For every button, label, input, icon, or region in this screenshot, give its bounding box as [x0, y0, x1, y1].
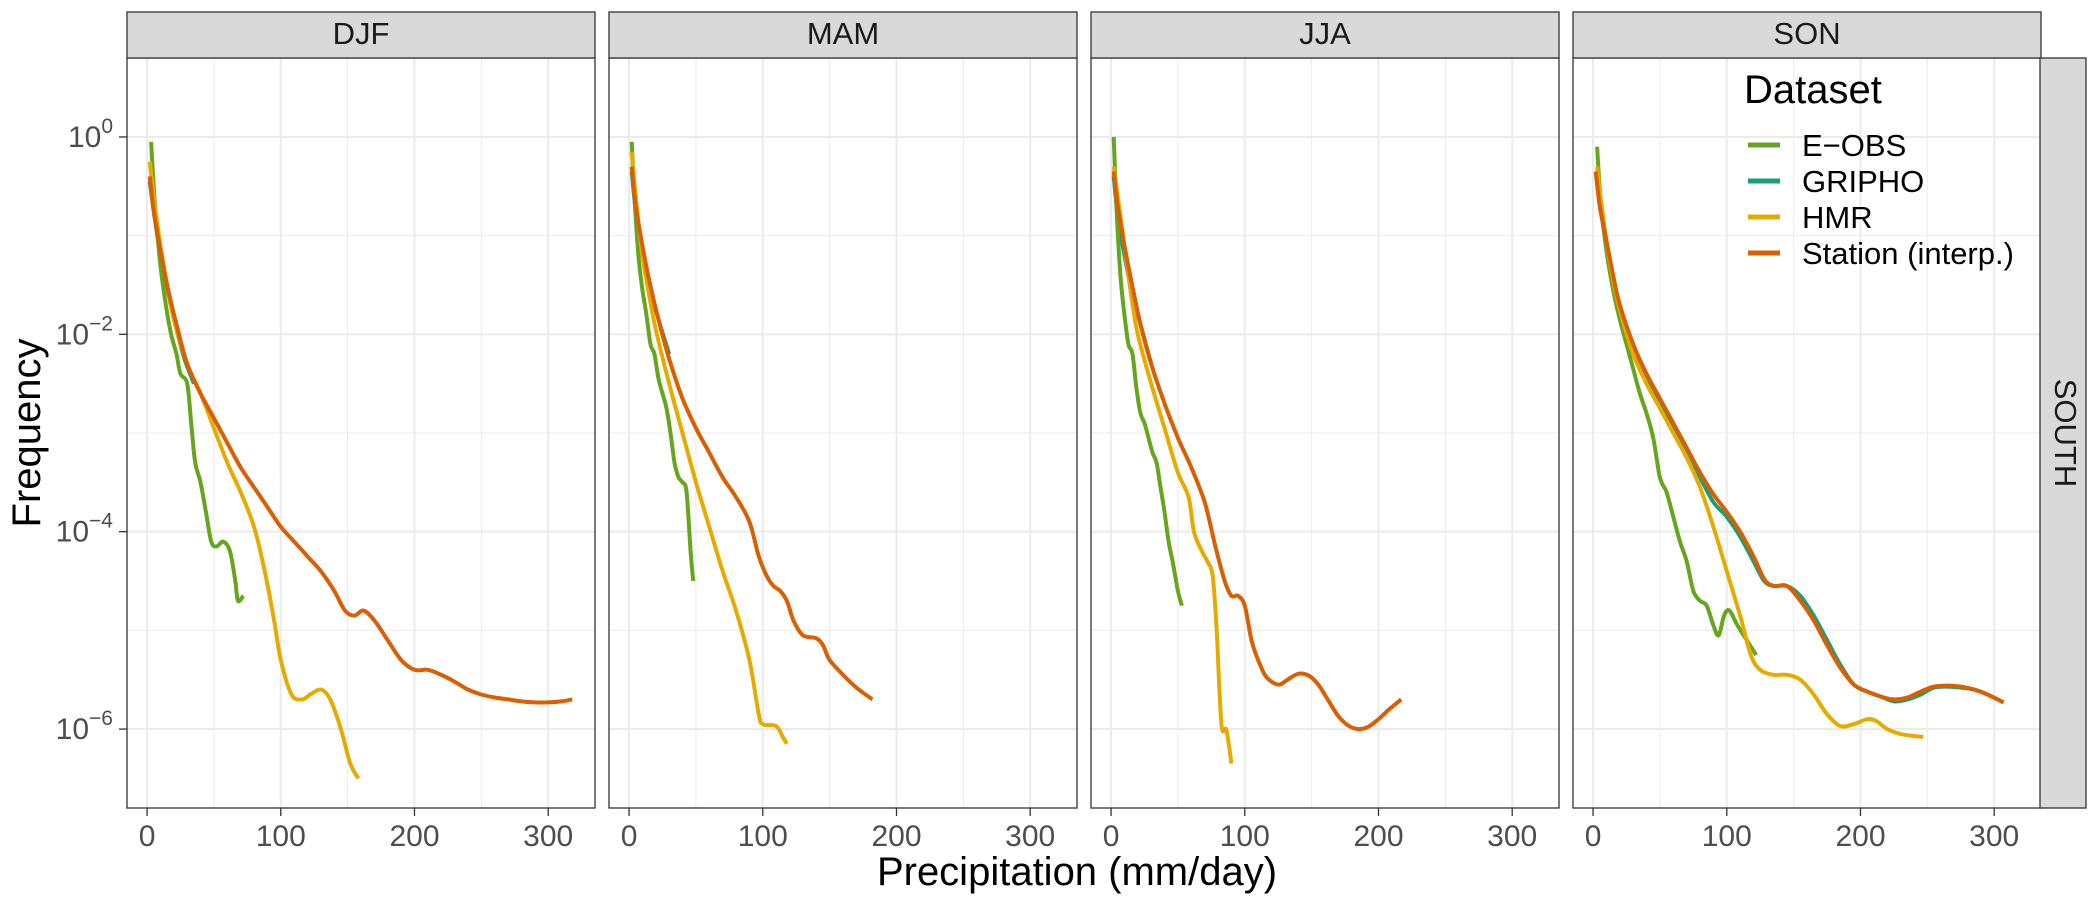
y-tick-label: 100: [68, 115, 113, 154]
series-line-hmr-djf: [147, 161, 361, 780]
legend-title: Dataset: [1744, 68, 1882, 112]
y-tick-label: 10−4: [56, 510, 114, 549]
x-tick-label: 200: [1353, 820, 1403, 853]
x-tick-label: 100: [738, 820, 788, 853]
panel-jja: JJA 0 100 200 300: [1090, 11, 1560, 853]
y-tick-label: 10−6: [56, 707, 113, 746]
panel-strip: [1090, 11, 1560, 59]
x-tick-label: 0: [139, 820, 156, 853]
x-tick-label: 100: [1220, 820, 1270, 853]
x-tick-label: 0: [621, 820, 638, 853]
legend-label-e-obs: E−OBS: [1802, 128, 1906, 163]
x-tick-label: 300: [523, 820, 573, 853]
y-tick-label: 10−2: [56, 312, 113, 351]
panel-strip-label: SON: [1773, 16, 1840, 51]
panel-strip: [1572, 11, 2042, 59]
legend-label-station: Station (interp.): [1802, 236, 2014, 271]
y-axis-title: Frequency: [5, 339, 49, 528]
series-line-station-jja: [1111, 171, 1403, 732]
row-strip-label: SOUTH: [2048, 379, 2083, 488]
x-tick-label: 0: [1585, 820, 1602, 853]
legend-label-hmr: HMR: [1802, 200, 1873, 235]
x-tick-label: 0: [1103, 820, 1120, 853]
x-tick-label: 100: [256, 820, 306, 853]
panels-layer: DJF 0 100 200 300 100 10−2 10−4 10−6 MAM 0 100 200 30…: [56, 11, 2042, 853]
panel-strip-label: DJF: [333, 16, 390, 51]
row-strip: SOUTH: [2039, 57, 2087, 809]
series-line-hmr-mam: [629, 151, 789, 745]
row-strip-background: [2039, 57, 2087, 809]
x-tick-label: 300: [1487, 820, 1537, 853]
series-line-hmr-son: [1595, 166, 1924, 739]
series-line-station-son: [1593, 171, 2005, 705]
series-line-e-obs-son: [1595, 146, 1758, 657]
series-line-hmr-jja: [1111, 166, 1234, 764]
series-line-station-mam: [629, 166, 874, 702]
x-axis-title: Precipitation (mm/day): [877, 850, 1277, 894]
series-line-e-obs-mam: [629, 141, 696, 582]
series-line-e-obs-jja: [1111, 136, 1184, 607]
panel-son: SON 0 100 200 300: [1572, 11, 2042, 853]
x-tick-label: 300: [1969, 820, 2019, 853]
x-tick-label: 100: [1702, 820, 1752, 853]
x-tick-label: 200: [871, 820, 921, 853]
series-line-station-djf: [147, 176, 573, 705]
series-line-e-obs-djf: [149, 141, 245, 604]
x-tick-label: 200: [389, 820, 439, 853]
panel-strip: [608, 11, 1078, 59]
panel-strip-label: JJA: [1299, 16, 1351, 51]
panel-strip-label: MAM: [807, 16, 879, 51]
x-tick-label: 200: [1835, 820, 1885, 853]
panel-mam: MAM 0 100 200 300: [608, 11, 1078, 853]
panel-strip: [126, 11, 596, 59]
panel-djf: DJF 0 100 200 300 100 10−2 10−4 10−6: [56, 11, 596, 853]
x-tick-label: 300: [1005, 820, 1055, 853]
legend-label-gripho: GRIPHO: [1802, 164, 1924, 199]
